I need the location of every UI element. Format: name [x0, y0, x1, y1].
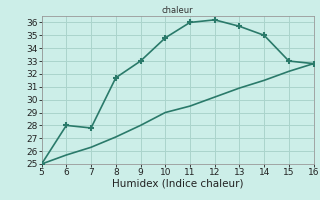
Text: chaleur: chaleur [162, 6, 193, 15]
X-axis label: Humidex (Indice chaleur): Humidex (Indice chaleur) [112, 179, 243, 189]
